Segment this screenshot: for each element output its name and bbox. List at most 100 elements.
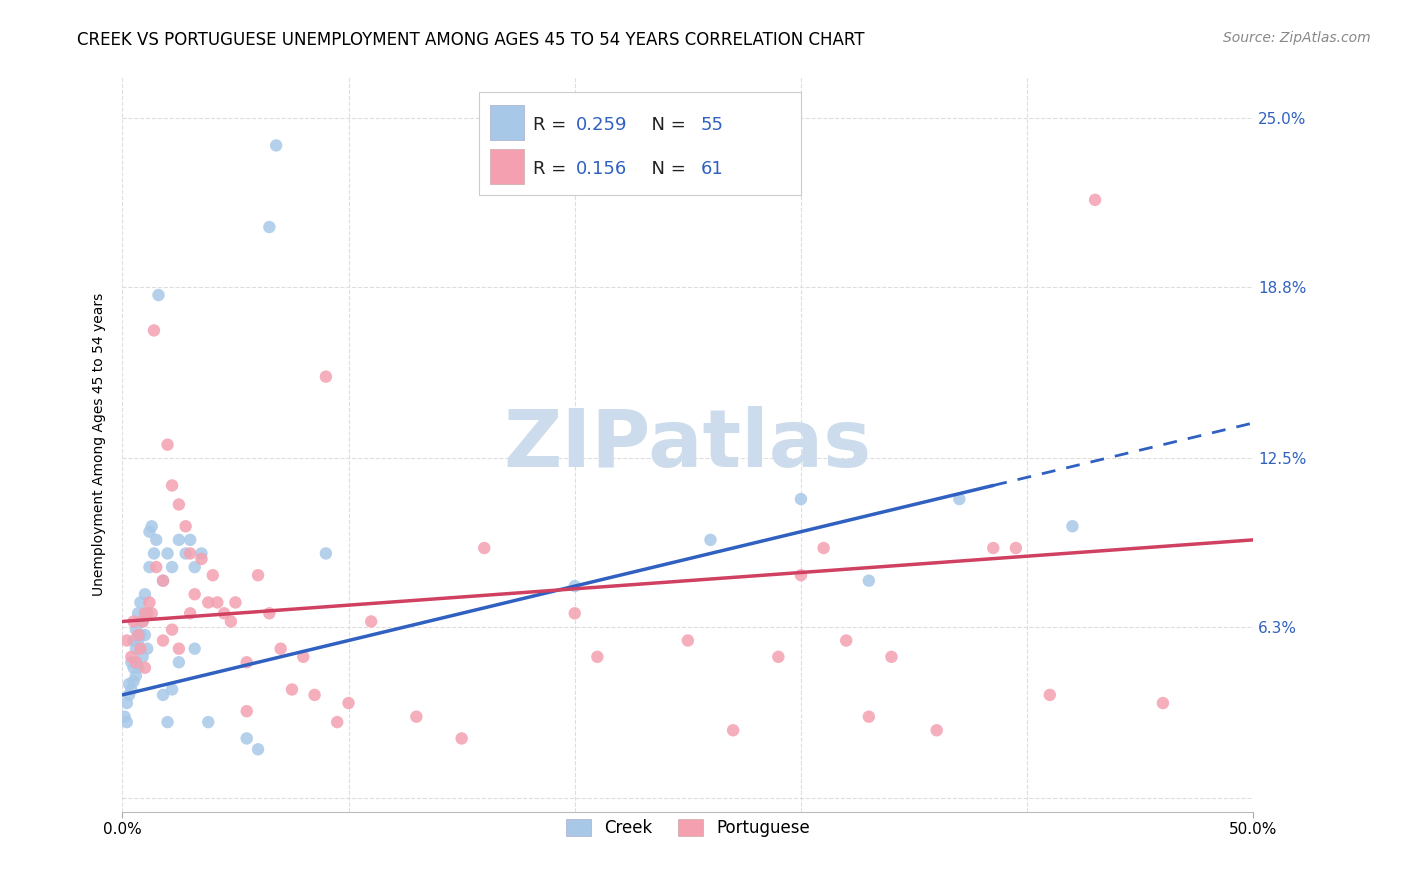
Point [235, 655, 257, 669]
Text: 55: 55 [700, 116, 723, 134]
Point [134, 607, 156, 621]
Point [167, 641, 190, 656]
Point [281, 682, 304, 697]
Point [858, 709, 880, 723]
Point [118, 677, 141, 691]
Point [224, 595, 246, 609]
Point [160, 560, 183, 574]
Point [127, 607, 149, 621]
Point [156, 715, 179, 730]
Point [179, 533, 201, 547]
Point [586, 649, 609, 664]
Point [880, 649, 903, 664]
Point [160, 478, 183, 492]
Point [167, 655, 190, 669]
Point [247, 742, 270, 756]
Point [201, 568, 224, 582]
Point [125, 669, 148, 683]
Point [120, 649, 142, 664]
Point [981, 541, 1004, 555]
Point [564, 579, 586, 593]
Point [197, 595, 219, 609]
Point [122, 633, 145, 648]
Point [235, 731, 257, 746]
Point [858, 574, 880, 588]
Point [790, 491, 813, 506]
Point [127, 661, 149, 675]
Text: R =: R = [533, 161, 572, 178]
Point [122, 674, 145, 689]
Point [152, 574, 174, 588]
Point [326, 715, 349, 730]
Point [141, 607, 163, 621]
Point [167, 498, 190, 512]
Point [122, 615, 145, 629]
Point [152, 574, 174, 588]
Point [156, 546, 179, 560]
Point [304, 688, 326, 702]
Point [114, 709, 136, 723]
FancyBboxPatch shape [478, 92, 801, 195]
Point [219, 615, 242, 629]
Point [337, 696, 360, 710]
Point [148, 288, 170, 302]
FancyBboxPatch shape [489, 149, 524, 184]
Point [1084, 193, 1107, 207]
Point [179, 546, 201, 560]
Point [292, 649, 315, 664]
Point [183, 641, 205, 656]
Point [174, 519, 197, 533]
Text: Source: ZipAtlas.com: Source: ZipAtlas.com [1223, 31, 1371, 45]
Point [360, 615, 382, 629]
Point [129, 641, 152, 656]
Text: 0.156: 0.156 [576, 161, 627, 178]
Point [699, 533, 721, 547]
Point [136, 607, 159, 621]
Point [259, 607, 281, 621]
Point [131, 615, 153, 629]
Point [143, 323, 166, 337]
Point [472, 541, 495, 555]
Point [790, 568, 813, 582]
Point [152, 688, 174, 702]
Point [134, 661, 156, 675]
Point [125, 641, 148, 656]
Text: N =: N = [640, 161, 692, 178]
Text: R =: R = [533, 116, 572, 134]
Point [125, 623, 148, 637]
Point [212, 607, 235, 621]
Point [120, 682, 142, 697]
Point [160, 682, 183, 697]
Point [813, 541, 835, 555]
Point [156, 437, 179, 451]
Point [405, 709, 427, 723]
Point [138, 595, 160, 609]
Point [450, 731, 472, 746]
Point [259, 220, 281, 235]
Point [143, 546, 166, 560]
Point [134, 628, 156, 642]
Point [174, 546, 197, 560]
Point [315, 546, 337, 560]
Point [835, 633, 858, 648]
Point [120, 655, 142, 669]
Point [115, 715, 138, 730]
Point [138, 560, 160, 574]
Point [1062, 519, 1084, 533]
Point [564, 607, 586, 621]
Text: ZIPatlas: ZIPatlas [503, 406, 872, 483]
Point [138, 524, 160, 539]
Point [264, 138, 287, 153]
Point [127, 628, 149, 642]
Text: 0.259: 0.259 [576, 116, 627, 134]
Point [270, 641, 292, 656]
Point [122, 661, 145, 675]
Legend: Creek, Portuguese: Creek, Portuguese [560, 813, 817, 844]
Point [131, 615, 153, 629]
Point [167, 533, 190, 547]
Point [115, 696, 138, 710]
Point [179, 607, 201, 621]
Point [1152, 696, 1174, 710]
Point [134, 587, 156, 601]
Point [145, 560, 167, 574]
